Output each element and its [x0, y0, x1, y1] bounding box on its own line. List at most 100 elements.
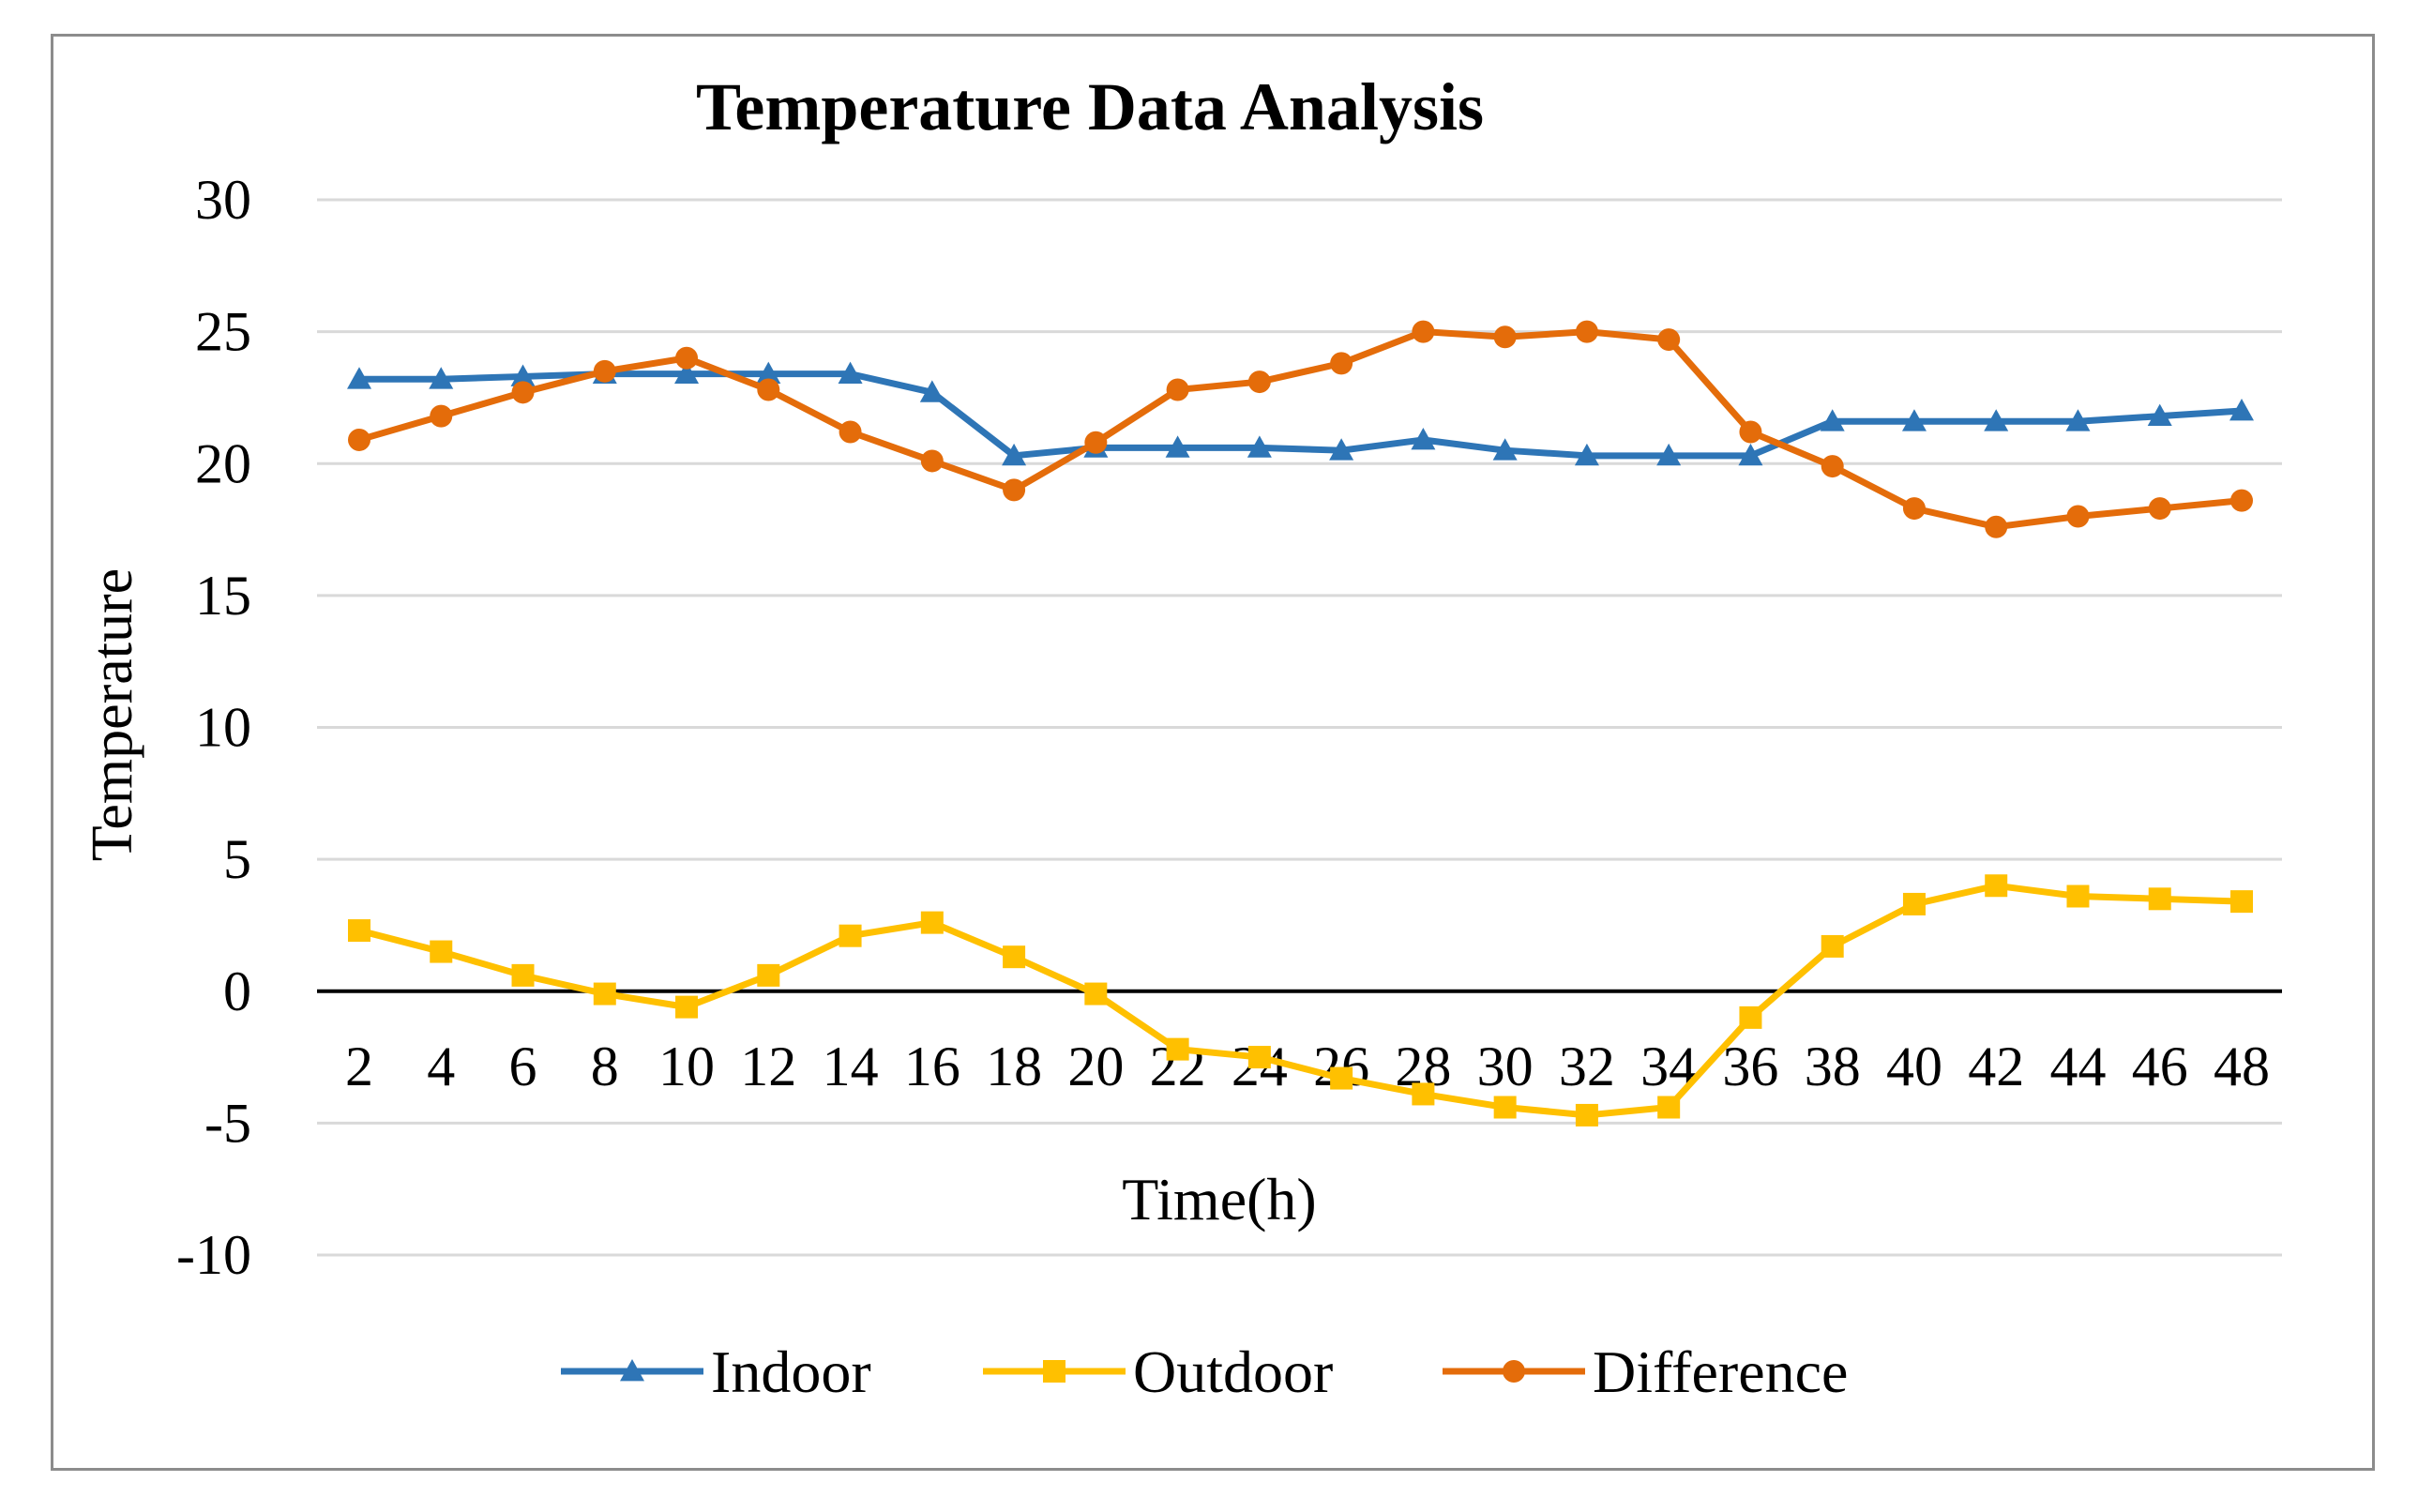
difference-legend-label: Difference [1593, 1338, 1848, 1405]
x-tick-label: 12 [740, 1036, 796, 1097]
difference-point [839, 420, 862, 444]
series-difference [348, 320, 2253, 538]
outdoor-point [920, 911, 944, 934]
indoor-point [1984, 409, 2009, 431]
x-tick-label: 10 [658, 1036, 715, 1097]
y-tick-label: -10 [176, 1224, 251, 1286]
outdoor-point [1902, 892, 1926, 915]
y-tick-label: 15 [195, 565, 251, 627]
difference-point [2148, 497, 2171, 521]
outdoor-point [1739, 1005, 1762, 1029]
x-tick-label: 36 [1722, 1036, 1778, 1097]
outdoor-point [1575, 1103, 1598, 1126]
y-axis-label: Temperature [81, 568, 144, 861]
indoor-point [2147, 403, 2172, 427]
indoor-point [2229, 399, 2254, 421]
indoor-point [429, 367, 454, 389]
outdoor-point [1657, 1096, 1681, 1119]
indoor-point [347, 367, 371, 389]
x-tick-label: 2 [345, 1036, 373, 1097]
x-tick-label: 40 [1886, 1036, 1942, 1097]
indoor-point [1820, 409, 1845, 431]
indoor-point [1574, 443, 1599, 466]
x-axis-label: Time(h) [1122, 1166, 1316, 1232]
y-tick-label: 0 [223, 960, 251, 1022]
difference-point [1575, 320, 1598, 343]
difference-point [593, 359, 616, 383]
x-tick-label: 30 [1477, 1036, 1534, 1097]
x-tick-label: 38 [1805, 1036, 1861, 1097]
y-tick-label: 30 [195, 169, 251, 231]
gridlines [317, 198, 2282, 1257]
y-tick-label: 25 [195, 301, 251, 363]
difference-point [1493, 325, 1517, 349]
outdoor-point [1003, 945, 1026, 969]
indoor-legend-marker [620, 1359, 644, 1382]
legend-item-indoor: Indoor [561, 1338, 871, 1405]
outdoor-point [348, 919, 370, 943]
x-tick-label: 14 [823, 1036, 879, 1097]
outdoor-point [1985, 874, 2008, 898]
outdoor-point [1084, 982, 1108, 1005]
outdoor-point [1821, 934, 1844, 958]
indoor-point [510, 364, 536, 386]
difference-point [1657, 328, 1681, 352]
x-tick-label: 46 [2132, 1036, 2188, 1097]
indoor-point [919, 380, 945, 402]
x-tick-label: 6 [509, 1036, 537, 1097]
difference-point [920, 449, 944, 473]
outdoor-line [355, 882, 2245, 1119]
x-tick-label: 42 [1968, 1036, 2024, 1097]
indoor-point [1247, 435, 1272, 458]
x-tick-label: 16 [904, 1036, 960, 1097]
outdoor-point [430, 940, 453, 963]
indoor-point [756, 361, 781, 385]
outdoor-point [1166, 1037, 1189, 1061]
difference-point [1739, 420, 1762, 444]
indoor-line [355, 370, 2245, 460]
indoor-point [674, 361, 700, 385]
outdoor-legend-label: Outdoor [1133, 1338, 1333, 1405]
chart-frame [51, 34, 2375, 1471]
outdoor-legend-marker [1043, 1360, 1065, 1383]
x-tick-labels: 2468101214161820222426283032343638404244… [345, 1036, 2270, 1097]
difference-point [348, 428, 370, 451]
y-tick-label: 5 [223, 828, 251, 890]
legend-item-difference: Difference [1443, 1338, 1848, 1405]
difference-point [2230, 489, 2253, 512]
difference-point [2066, 505, 2090, 528]
difference-line [355, 328, 2245, 531]
x-tick-label: 18 [986, 1036, 1042, 1097]
difference-point [757, 378, 780, 401]
outdoor-point [2148, 887, 2171, 911]
x-tick-label: 20 [1067, 1036, 1124, 1097]
indoor-point [1165, 435, 1190, 458]
outdoor-point [757, 963, 780, 987]
outdoor-point [1412, 1082, 1435, 1106]
series-group [347, 320, 2254, 1126]
difference-point [1902, 497, 1926, 521]
series-indoor [347, 361, 2254, 466]
legend-item-outdoor: Outdoor [983, 1338, 1333, 1405]
difference-point [675, 346, 699, 370]
legend: Indoor Outdoor Difference [561, 1338, 1848, 1405]
indoor-point [1656, 443, 1682, 466]
y-tick-label: -5 [204, 1092, 251, 1154]
difference-point [1412, 320, 1435, 343]
indoor-point [1901, 409, 1927, 431]
indoor-point [838, 361, 863, 385]
difference-point [1821, 455, 1844, 478]
outdoor-point [675, 995, 699, 1019]
x-tick-label: 4 [427, 1036, 455, 1097]
outdoor-point [2230, 890, 2253, 914]
outdoor-point [1247, 1046, 1271, 1069]
x-tick-label: 32 [1559, 1036, 1615, 1097]
difference-point [511, 381, 535, 404]
y-tick-label: 10 [195, 697, 251, 759]
x-tick-label: 48 [2214, 1036, 2270, 1097]
difference-point [1166, 378, 1189, 401]
chart-title: Temperature Data Analysis [696, 69, 1484, 144]
indoor-point [1329, 438, 1354, 461]
outdoor-point [839, 924, 862, 947]
difference-point [1247, 370, 1271, 394]
